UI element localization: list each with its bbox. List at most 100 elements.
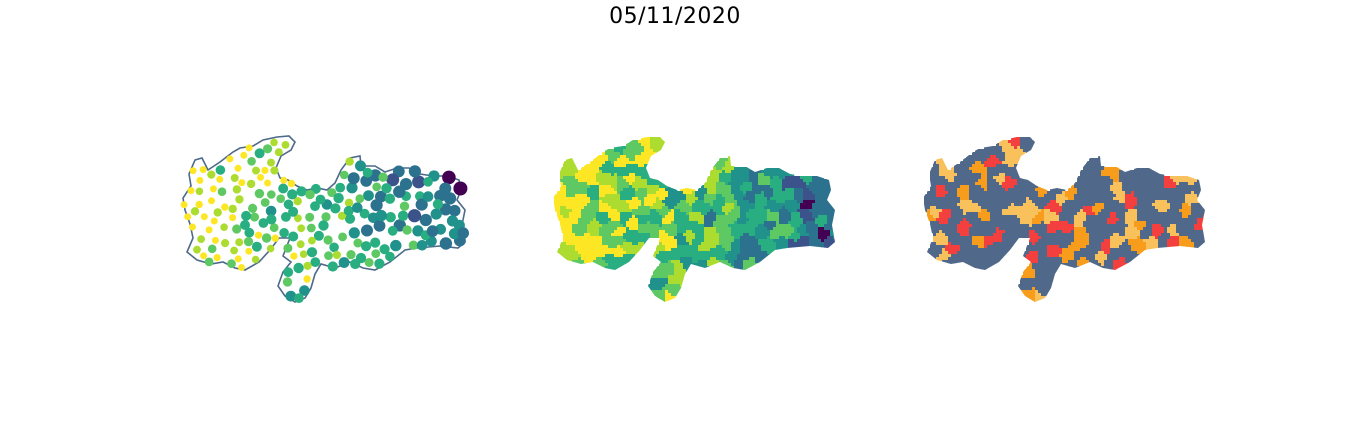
municipality-cell <box>1137 194 1141 198</box>
municipality-cell <box>803 203 807 207</box>
municipality-cell <box>722 188 726 192</box>
municipality-cell <box>984 146 988 150</box>
municipality-cell <box>1131 188 1135 192</box>
municipality-cell <box>650 290 654 294</box>
municipality-cell <box>704 203 708 207</box>
municipality-cell <box>1053 215 1057 219</box>
municipality-cell <box>1170 197 1174 201</box>
municipality-cell <box>1053 206 1057 210</box>
municipality-cell <box>1161 200 1165 204</box>
municipality-cell <box>1179 203 1183 207</box>
municipality-cell <box>683 218 687 222</box>
municipality-cell <box>1080 218 1084 222</box>
municipality-cell <box>993 176 997 180</box>
municipality-cell <box>611 185 615 189</box>
municipality-cell <box>560 170 564 174</box>
municipality-dot <box>278 183 289 194</box>
municipality-cell <box>686 263 690 267</box>
municipality-cell <box>1182 194 1186 198</box>
municipality-cell <box>1188 218 1192 222</box>
municipality-cell <box>824 197 828 201</box>
municipality-cell <box>629 194 633 198</box>
municipality-cell <box>578 170 582 174</box>
municipality-cell <box>719 227 723 231</box>
municipality-cell <box>942 218 946 222</box>
municipality-cell <box>1113 182 1117 186</box>
municipality-cell <box>746 254 750 258</box>
municipality-cell <box>773 182 777 186</box>
municipality-cell <box>644 212 648 216</box>
municipality-cell <box>608 209 612 213</box>
municipality-cell <box>668 230 672 234</box>
municipality-cell <box>566 179 570 183</box>
municipality-cell <box>969 197 973 201</box>
municipality-cell <box>776 239 780 243</box>
municipality-cell <box>725 254 729 258</box>
municipality-cell <box>1026 191 1030 195</box>
municipality-cell <box>1038 212 1042 216</box>
municipality-dot <box>294 214 302 223</box>
municipality-cell <box>596 257 600 261</box>
municipality-cell <box>590 209 594 213</box>
municipality-cell <box>572 197 576 201</box>
municipality-cell <box>674 263 678 267</box>
municipality-dot <box>423 177 433 187</box>
municipality-cell <box>731 230 735 234</box>
municipality-cell <box>821 185 825 189</box>
municipality-cell <box>593 206 597 210</box>
municipality-cell <box>605 227 609 231</box>
municipality-cell <box>951 167 955 171</box>
municipality-cell <box>602 164 606 168</box>
municipality-cell <box>719 173 723 177</box>
municipality-cell <box>674 284 678 288</box>
municipality-cell <box>1122 182 1126 186</box>
municipality-cell <box>689 233 693 237</box>
municipality-cell <box>812 179 816 183</box>
municipality-cell <box>629 221 633 225</box>
municipality-cell <box>665 200 669 204</box>
municipality-cell <box>635 230 639 234</box>
municipality-cell <box>948 176 952 180</box>
municipality-cell <box>611 188 615 192</box>
municipality-cell <box>695 191 699 195</box>
municipality-cell <box>1026 188 1030 192</box>
municipality-cell <box>566 236 570 240</box>
municipality-cell <box>984 206 988 210</box>
municipality-cell <box>794 230 798 234</box>
municipality-cell <box>701 203 705 207</box>
municipality-cell <box>623 173 627 177</box>
municipality-cell <box>602 242 606 246</box>
municipality-cell <box>722 203 726 207</box>
municipality-cell <box>563 227 567 231</box>
municipality-cell <box>770 221 774 225</box>
municipality-cell <box>815 194 819 198</box>
municipality-cell <box>1182 182 1186 186</box>
municipality-cell <box>575 200 579 204</box>
municipality-cell <box>933 203 937 207</box>
municipality-cell <box>725 203 729 207</box>
municipality-cell <box>1092 200 1096 204</box>
municipality-cell <box>728 224 732 228</box>
municipality-cell <box>1086 179 1090 183</box>
municipality-cell <box>701 263 705 267</box>
municipality-cell <box>1047 221 1051 225</box>
municipality-cell <box>809 179 813 183</box>
municipality-cell <box>713 224 717 228</box>
municipality-cell <box>954 197 958 201</box>
municipality-cell <box>942 209 946 213</box>
municipality-cell <box>716 215 720 219</box>
municipality-cell <box>1116 170 1120 174</box>
municipality-cell <box>993 206 997 210</box>
municipality-cell <box>563 251 567 255</box>
municipality-cell <box>1089 167 1093 171</box>
municipality-cell <box>614 215 618 219</box>
municipality-cell <box>605 215 609 219</box>
municipality-cell <box>737 176 741 180</box>
municipality-cell <box>1089 185 1093 189</box>
municipality-cell <box>608 260 612 264</box>
municipality-cell <box>584 188 588 192</box>
municipality-cell <box>746 212 750 216</box>
municipality-cell <box>1065 209 1069 213</box>
municipality-cell <box>1089 161 1093 165</box>
municipality-cell <box>939 218 943 222</box>
